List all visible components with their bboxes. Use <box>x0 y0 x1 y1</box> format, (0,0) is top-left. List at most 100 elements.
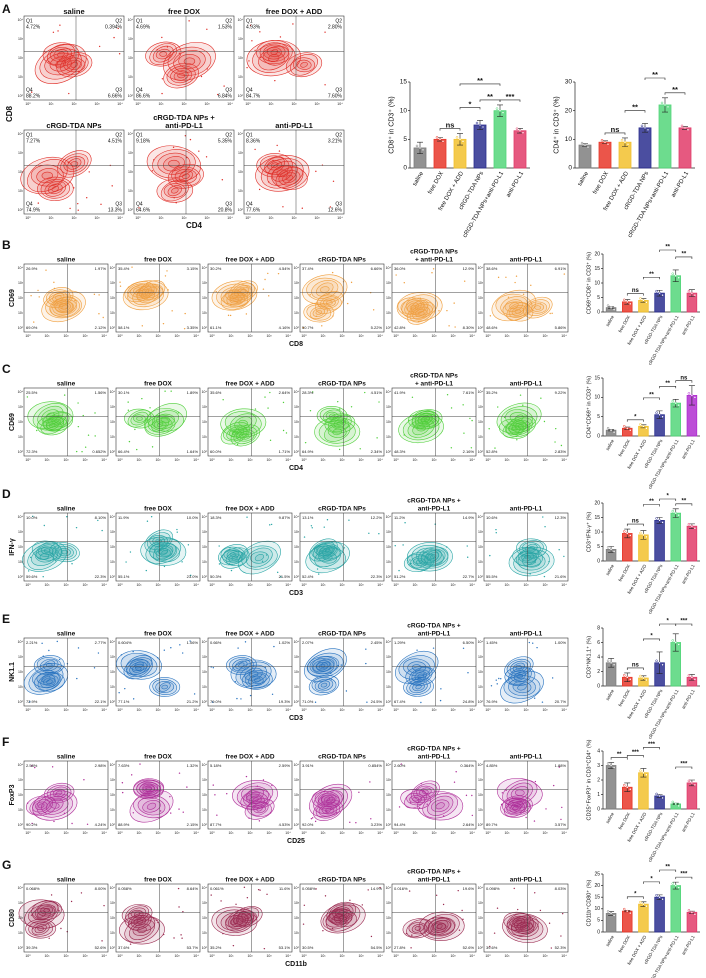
bar <box>686 782 698 810</box>
quadrant-value: 1.71% <box>279 449 291 454</box>
log-tick-label: 10³ <box>266 583 272 587</box>
contour <box>153 420 167 429</box>
quadrant-value: 50.7% <box>302 325 314 330</box>
log-tick-label: 10¹ <box>110 435 116 439</box>
event-dot <box>442 903 445 906</box>
event-dot <box>278 150 281 152</box>
log-tick-label: 10¹ <box>412 954 418 958</box>
log-tick-label: 10⁴ <box>285 708 291 712</box>
event-dot <box>309 294 311 296</box>
event-dot <box>276 144 278 147</box>
log-tick-label: 10³ <box>18 901 24 905</box>
event-dot <box>118 53 121 55</box>
sig-label: ** <box>632 103 638 112</box>
y-tick-label: 0 <box>597 433 600 439</box>
contour <box>313 540 344 562</box>
contours <box>30 269 104 323</box>
event-dot <box>60 927 62 930</box>
contour <box>136 289 143 294</box>
log-tick-label: 10³ <box>450 831 456 835</box>
event-dot <box>285 432 288 434</box>
event-dot <box>331 927 334 930</box>
contour <box>28 920 54 937</box>
contour <box>404 789 428 809</box>
event-dot <box>166 46 169 48</box>
contour <box>507 424 521 433</box>
quadrant-name: Q1 <box>26 132 33 138</box>
contour <box>146 802 157 810</box>
log-tick-label: 10¹ <box>412 831 418 835</box>
contour <box>300 61 308 68</box>
quadrant-value: 21.2% <box>187 699 199 704</box>
log-tick-label: 10⁰ <box>18 575 24 579</box>
quadrant-value: 55.1% <box>118 574 130 579</box>
event-dot <box>529 573 531 575</box>
quadrant-value: 4.72% <box>26 24 41 30</box>
contour <box>409 304 433 323</box>
event-dot <box>33 321 35 323</box>
log-tick-label: 10² <box>339 583 345 587</box>
event-dot <box>161 92 163 95</box>
sig-bracket <box>626 755 644 758</box>
log-tick-label: 10¹ <box>18 685 24 689</box>
log-tick-label: 10⁴ <box>377 583 383 587</box>
quadrant-value: 12.3% <box>555 515 567 520</box>
log-tick-label: 10⁴ <box>101 458 107 462</box>
log-tick-label: 10⁴ <box>478 763 484 767</box>
contours <box>220 391 288 447</box>
y-axis-label: CD80 <box>9 909 16 927</box>
quadrant-value: 74.9% <box>26 207 41 213</box>
plot-frame <box>391 263 477 333</box>
quadrant-value: 76.9% <box>486 699 498 704</box>
replicate-dot <box>645 301 648 304</box>
event-dot <box>303 904 306 906</box>
contour <box>312 308 326 317</box>
event-dot <box>129 551 132 553</box>
event-dot <box>313 547 315 550</box>
quadrant-value: 2.15% <box>187 822 199 827</box>
contour <box>177 72 186 79</box>
event-dot <box>545 808 547 810</box>
replicate-dot <box>674 884 677 887</box>
quadrant-value: 42.8% <box>394 325 406 330</box>
event-dot <box>311 817 314 819</box>
event-dot <box>236 443 239 446</box>
log-tick-label: 10¹ <box>320 334 326 338</box>
event-dot <box>178 808 180 810</box>
event-dot <box>229 547 231 549</box>
log-tick-label: 10⁰ <box>110 700 116 704</box>
event-dot <box>534 780 537 783</box>
sig-label: * <box>666 619 669 625</box>
event-dot <box>421 422 423 425</box>
event-dot <box>71 822 73 825</box>
log-tick-label: 10⁴ <box>101 954 107 958</box>
log-tick-label: 10³ <box>110 901 116 905</box>
event-dot <box>435 894 438 896</box>
event-dot <box>182 911 184 913</box>
plot-title: + anti-PD-L1 <box>415 257 453 264</box>
y-tick-label: 4 <box>597 654 600 660</box>
replicate-dot <box>626 532 629 535</box>
event-dot <box>329 667 332 669</box>
quadrant-value: 12.9% <box>463 266 475 271</box>
quadrant-value: 20.8% <box>218 207 233 213</box>
log-tick-label: 10⁴ <box>110 390 116 394</box>
plot-title: cRGD-TDA NPs <box>318 506 366 513</box>
y-axis-label: CD3⁺IFN-γ⁺ (%) <box>585 512 592 553</box>
event-dot <box>420 701 422 704</box>
log-tick-label: 10⁴ <box>117 216 123 220</box>
contour <box>306 304 332 321</box>
replicate-dot <box>642 902 645 906</box>
plot-title: free DOX <box>144 631 172 638</box>
event-dot <box>26 396 29 398</box>
event-dot <box>78 70 80 73</box>
event-dot <box>74 299 76 302</box>
replicate-dot <box>690 781 694 785</box>
quadrant-value: 53.1% <box>279 945 291 950</box>
contour <box>34 924 47 934</box>
event-dot <box>75 526 78 529</box>
log-tick-label: 10⁰ <box>25 458 31 462</box>
y-tick-label: 1 <box>597 792 600 798</box>
log-tick-label: 10⁴ <box>294 763 300 767</box>
